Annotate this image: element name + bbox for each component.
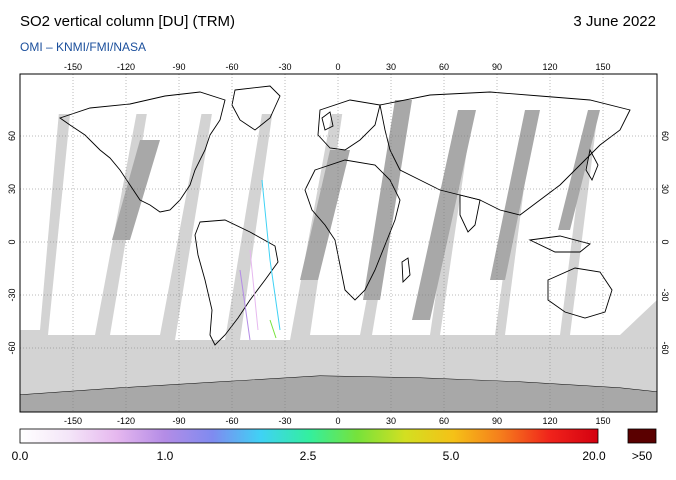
lon-tick-label: 90 [492,62,502,72]
lon-tick-label: -120 [117,416,135,426]
lon-tick-label: 120 [542,416,557,426]
lon-tick-label: 60 [439,62,449,72]
lon-tick-label: -30 [278,416,291,426]
colorbar-label: 1.0 [156,449,174,463]
lon-tick-label: 30 [386,416,396,426]
data-credit: OMI – KNMI/FMI/NASA [20,40,147,54]
colorbar-label: 0.0 [11,449,29,463]
lat-tick-label: -60 [7,341,17,354]
left-lat-ticks: 60 30 0 -30 -60 [7,131,17,355]
lat-tick-label: 30 [7,184,17,194]
colorbar-overflow-label: >50 [631,449,653,463]
lat-tick-label: 0 [660,239,670,244]
lon-tick-label: 90 [492,416,502,426]
colorbar-label: 5.0 [442,449,460,463]
lon-tick-label: 150 [595,62,610,72]
lon-tick-label: -120 [117,62,135,72]
lon-tick-label: -150 [64,416,82,426]
lon-tick-label: -60 [225,62,238,72]
colorbar-label: 20.0 [582,449,606,463]
lat-tick-label: 30 [660,184,670,194]
lat-tick-label: -60 [660,341,670,354]
right-lat-ticks: 60 30 0 -30 -60 [660,131,670,355]
lat-tick-label: 60 [660,131,670,141]
so2-traces [239,179,281,341]
lon-tick-label: 60 [439,416,449,426]
lon-tick-label: 0 [335,416,340,426]
bottom-lon-ticks: -150 -120 -90 -60 -30 0 30 60 90 120 150 [64,416,611,426]
colorbar-label: 2.5 [299,449,317,463]
lon-tick-label: 30 [386,62,396,72]
lat-tick-label: -30 [7,288,17,301]
map-frame [19,73,658,413]
top-lon-ticks: -150 -120 -90 -60 -30 0 30 60 90 120 150 [64,62,611,72]
map-date: 3 June 2022 [573,13,656,30]
lat-tick-label: -30 [660,288,670,301]
lon-tick-label: -90 [172,416,185,426]
map-graticule [20,74,657,412]
orbit-swaths [20,74,657,340]
antarctica [20,376,657,412]
lon-tick-label: 120 [542,62,557,72]
lon-tick-label: 0 [335,62,340,72]
lat-tick-label: 0 [7,239,17,244]
map-title: SO2 vertical column [DU] (TRM) [20,13,236,30]
lon-tick-label: -60 [225,416,238,426]
lon-tick-label: -30 [278,62,291,72]
lat-tick-label: 60 [7,131,17,141]
lon-tick-label: -150 [64,62,82,72]
lon-tick-label: 150 [595,416,610,426]
lon-tick-label: -90 [172,62,185,72]
